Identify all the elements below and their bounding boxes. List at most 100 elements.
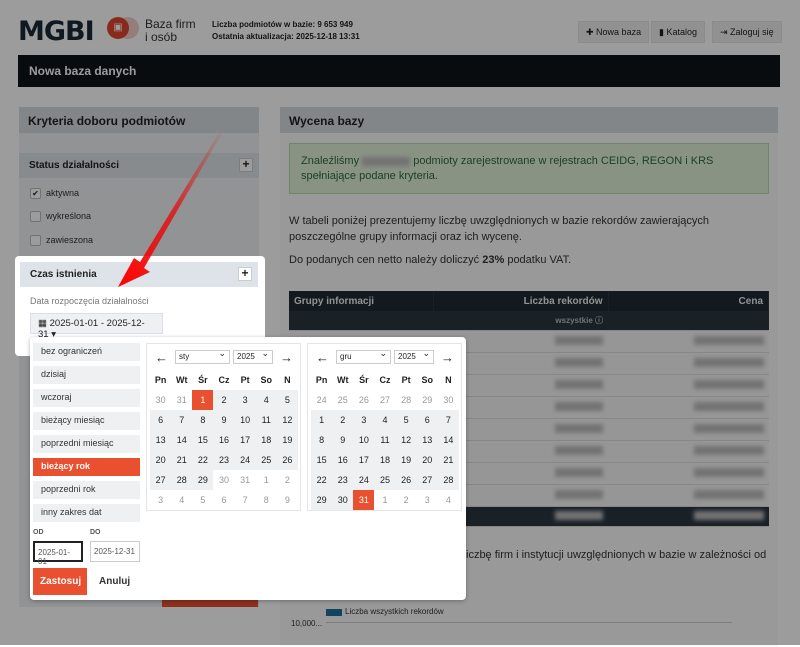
day-cell[interactable]: 15 bbox=[311, 450, 333, 470]
prev-month-arrow-icon[interactable]: ← bbox=[316, 350, 329, 365]
new-base-button[interactable]: ✚ Nowa baza bbox=[578, 21, 650, 43]
day-cell[interactable]: 31 bbox=[353, 490, 375, 510]
month-select[interactable]: sty bbox=[175, 348, 230, 364]
day-cell[interactable]: 21 bbox=[171, 450, 193, 470]
catalog-button[interactable]: ▮ Katalog bbox=[651, 21, 705, 43]
day-cell[interactable]: 24 bbox=[353, 470, 375, 490]
day-cell[interactable]: 5 bbox=[200, 495, 206, 505]
login-button[interactable]: ⇥ Zaloguj się bbox=[712, 21, 782, 43]
day-cell[interactable]: 26 bbox=[276, 450, 298, 470]
checkbox-zawieszona[interactable] bbox=[30, 235, 41, 246]
day-cell[interactable]: 29 bbox=[311, 490, 333, 510]
day-cell[interactable]: 28 bbox=[401, 395, 412, 405]
day-cell[interactable]: 4 bbox=[255, 390, 277, 410]
day-cell[interactable]: 16 bbox=[213, 430, 235, 450]
day-cell[interactable]: 1 bbox=[311, 410, 333, 430]
year-select[interactable]: 2025 bbox=[233, 348, 273, 364]
day-cell[interactable]: 15 bbox=[192, 430, 214, 450]
day-cell[interactable]: 28 bbox=[171, 470, 193, 490]
day-cell[interactable]: 29 bbox=[192, 470, 214, 490]
day-cell[interactable]: 23 bbox=[332, 470, 354, 490]
day-cell[interactable]: 30 bbox=[155, 395, 166, 405]
day-cell[interactable]: 26 bbox=[358, 395, 369, 405]
range-option[interactable]: bez ograniczeń bbox=[33, 343, 140, 361]
day-cell[interactable]: 9 bbox=[332, 430, 354, 450]
day-cell[interactable]: 2 bbox=[284, 475, 290, 485]
day-cell[interactable]: 13 bbox=[150, 430, 172, 450]
day-cell[interactable]: 6 bbox=[150, 410, 172, 430]
to-input[interactable]: 2025-12-31 bbox=[90, 541, 140, 562]
day-cell[interactable]: 31 bbox=[240, 475, 251, 485]
day-cell[interactable]: 17 bbox=[234, 430, 256, 450]
day-cell[interactable]: 16 bbox=[332, 450, 354, 470]
day-cell[interactable]: 3 bbox=[158, 495, 164, 505]
day-cell[interactable]: 5 bbox=[276, 390, 298, 410]
day-cell[interactable]: 28 bbox=[437, 470, 459, 490]
plus-icon[interactable]: + bbox=[238, 267, 252, 281]
day-cell[interactable]: 4 bbox=[374, 410, 396, 430]
day-cell[interactable]: 8 bbox=[263, 495, 269, 505]
day-cell[interactable]: 13 bbox=[416, 430, 438, 450]
day-cell[interactable]: 29 bbox=[422, 395, 433, 405]
day-cell[interactable]: 25 bbox=[374, 470, 396, 490]
day-cell[interactable]: 3 bbox=[234, 390, 256, 410]
day-cell[interactable]: 6 bbox=[221, 495, 227, 505]
day-cell[interactable]: 27 bbox=[150, 470, 172, 490]
day-cell[interactable]: 27 bbox=[379, 395, 390, 405]
day-cell[interactable]: 24 bbox=[316, 395, 327, 405]
year-select[interactable]: 2025 bbox=[394, 348, 434, 364]
day-cell[interactable]: 1 bbox=[263, 475, 269, 485]
logo[interactable]: MGBI bbox=[18, 16, 95, 47]
day-cell[interactable]: 27 bbox=[416, 470, 438, 490]
plus-icon[interactable]: + bbox=[239, 158, 253, 172]
prev-month-arrow-icon[interactable]: ← bbox=[155, 350, 168, 365]
checkbox-wykreslona[interactable] bbox=[30, 211, 41, 222]
from-input[interactable]: 2025-01-01 bbox=[33, 541, 83, 566]
day-cell[interactable]: 21 bbox=[437, 450, 459, 470]
range-option[interactable]: bieżący miesiąc bbox=[33, 412, 140, 430]
status-section-header[interactable]: Status działalności + bbox=[19, 153, 259, 178]
day-cell[interactable]: 18 bbox=[255, 430, 277, 450]
day-cell[interactable]: 22 bbox=[311, 470, 333, 490]
day-cell[interactable]: 20 bbox=[416, 450, 438, 470]
day-cell[interactable]: 20 bbox=[150, 450, 172, 470]
range-option[interactable]: bieżący rok bbox=[33, 458, 140, 476]
day-cell[interactable]: 30 bbox=[443, 395, 454, 405]
day-cell[interactable]: 4 bbox=[445, 495, 451, 505]
day-cell[interactable]: 25 bbox=[337, 395, 348, 405]
next-month-arrow-icon[interactable]: → bbox=[280, 350, 293, 365]
day-cell[interactable]: 3 bbox=[424, 495, 430, 505]
day-cell[interactable]: 30 bbox=[332, 490, 354, 510]
day-cell[interactable]: 8 bbox=[311, 430, 333, 450]
day-cell[interactable]: 1 bbox=[192, 390, 214, 410]
day-cell[interactable]: 14 bbox=[437, 430, 459, 450]
day-cell[interactable]: 3 bbox=[353, 410, 375, 430]
day-cell[interactable]: 11 bbox=[374, 430, 396, 450]
next-month-arrow-icon[interactable]: → bbox=[441, 350, 454, 365]
day-cell[interactable]: 5 bbox=[395, 410, 417, 430]
day-cell[interactable]: 23 bbox=[213, 450, 235, 470]
day-cell[interactable]: 30 bbox=[218, 475, 229, 485]
day-cell[interactable]: 9 bbox=[284, 495, 290, 505]
range-option[interactable]: poprzedni miesiąc bbox=[33, 435, 140, 453]
day-cell[interactable]: 26 bbox=[395, 470, 417, 490]
day-cell[interactable]: 1 bbox=[382, 495, 388, 505]
day-cell[interactable]: 22 bbox=[192, 450, 214, 470]
day-cell[interactable]: 2 bbox=[403, 495, 409, 505]
day-cell[interactable]: 14 bbox=[171, 430, 193, 450]
cancel-button[interactable]: Anuluj bbox=[99, 576, 131, 587]
range-option[interactable]: wczoraj bbox=[33, 389, 140, 407]
day-cell[interactable]: 31 bbox=[176, 395, 187, 405]
date-range-button[interactable]: ▦ 2025-01-01 - 2025-12-31 ▾ bbox=[30, 313, 163, 340]
day-cell[interactable]: 7 bbox=[242, 495, 248, 505]
day-cell[interactable]: 19 bbox=[276, 430, 298, 450]
day-cell[interactable]: 2 bbox=[213, 390, 235, 410]
day-cell[interactable]: 4 bbox=[179, 495, 185, 505]
day-cell[interactable]: 24 bbox=[234, 450, 256, 470]
day-cell[interactable]: 10 bbox=[353, 430, 375, 450]
day-cell[interactable]: 9 bbox=[213, 410, 235, 430]
month-select[interactable]: gru bbox=[336, 348, 391, 364]
range-option[interactable]: inny zakres dat bbox=[33, 504, 140, 522]
checkbox-aktywna[interactable]: ✔ bbox=[30, 188, 41, 199]
day-cell[interactable]: 11 bbox=[255, 410, 277, 430]
